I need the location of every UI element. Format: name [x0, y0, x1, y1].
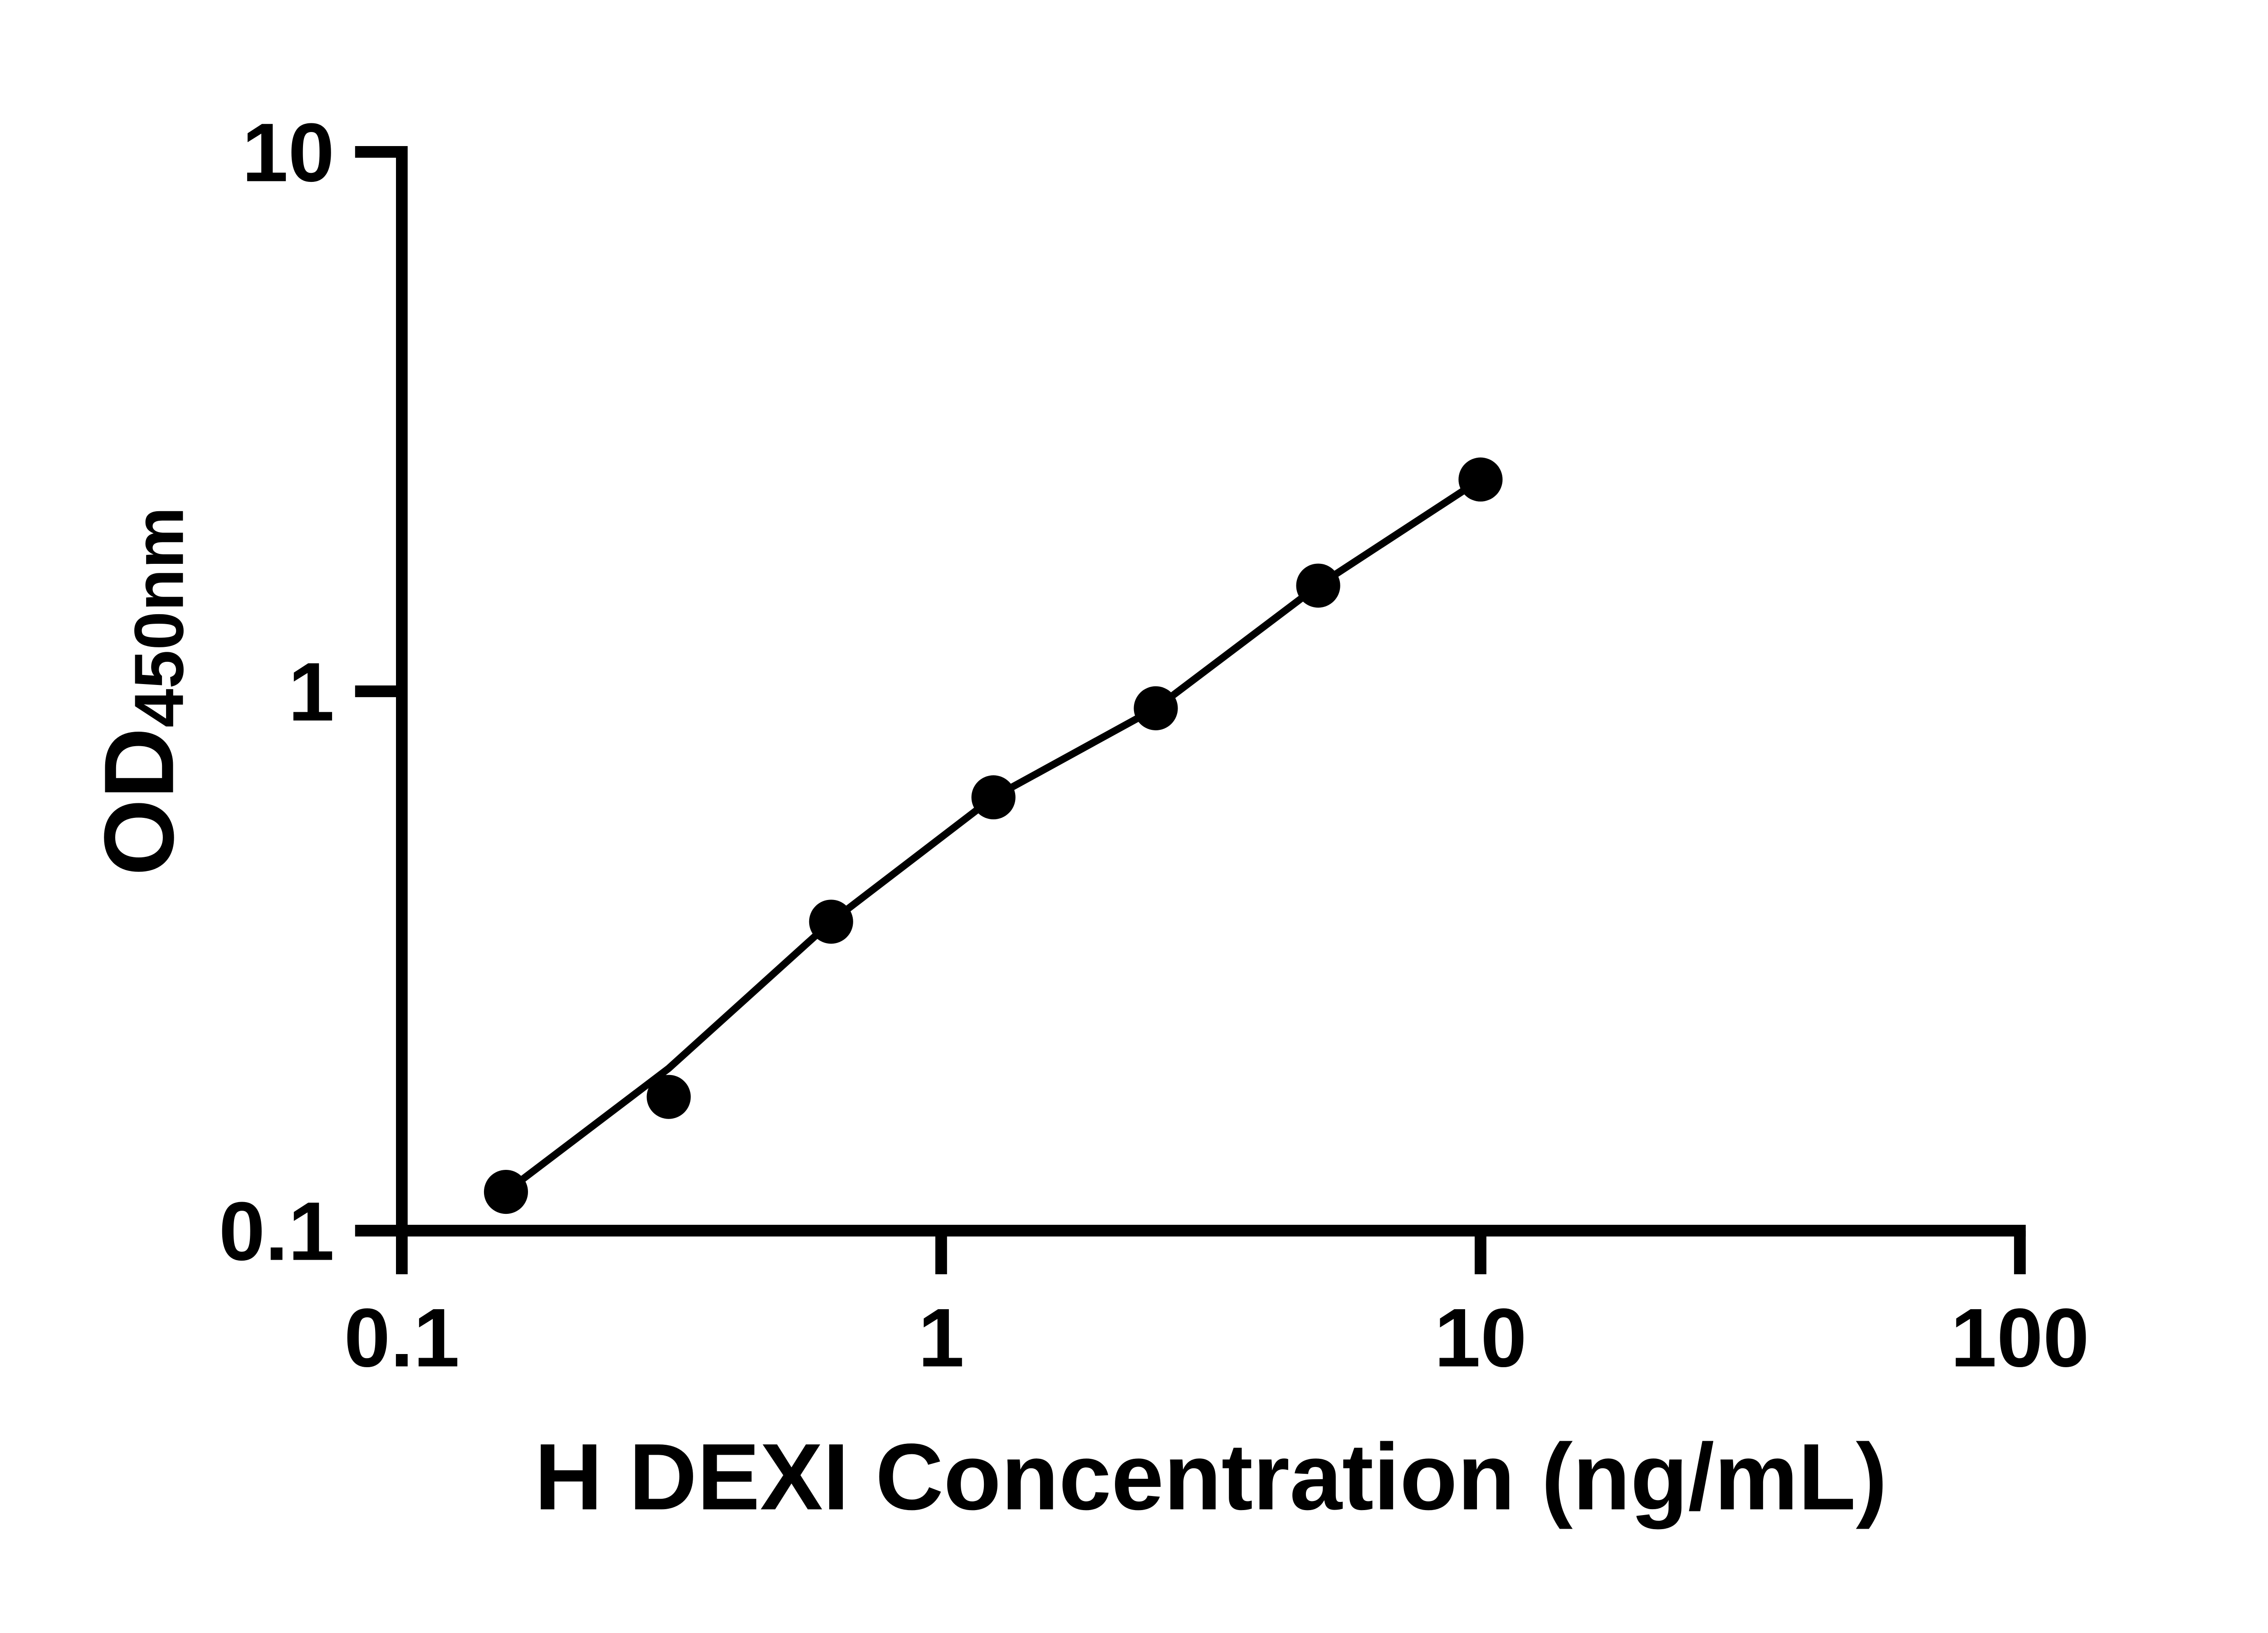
data-points	[484, 457, 1503, 1214]
y-axis-title-main: OD	[84, 728, 194, 876]
y-tick-label: 0.1	[219, 1184, 334, 1277]
data-point	[646, 1075, 691, 1119]
data-point	[971, 775, 1016, 820]
data-point	[809, 900, 853, 944]
data-point	[484, 1169, 528, 1214]
y-tick-label: 10	[242, 106, 334, 199]
y-axis-ticks: 0.1 1 10	[219, 106, 402, 1277]
x-tick-label: 1	[918, 1291, 964, 1384]
x-tick-label: 10	[1434, 1291, 1527, 1384]
y-axis-title-subscript: 450nm	[120, 507, 198, 728]
x-axis-title: H DEXI Concentration (ng/mL)	[534, 1424, 1887, 1530]
x-tick-label: 100	[1950, 1291, 2089, 1384]
data-point	[1134, 686, 1178, 730]
data-point	[1458, 457, 1503, 502]
x-axis-ticks: 0.1 1 10 100	[344, 1231, 2089, 1384]
y-tick-label: 1	[288, 645, 334, 738]
y-axis-title: OD450nm	[84, 507, 198, 876]
data-point	[1296, 563, 1340, 608]
x-tick-label: 0.1	[344, 1291, 459, 1384]
